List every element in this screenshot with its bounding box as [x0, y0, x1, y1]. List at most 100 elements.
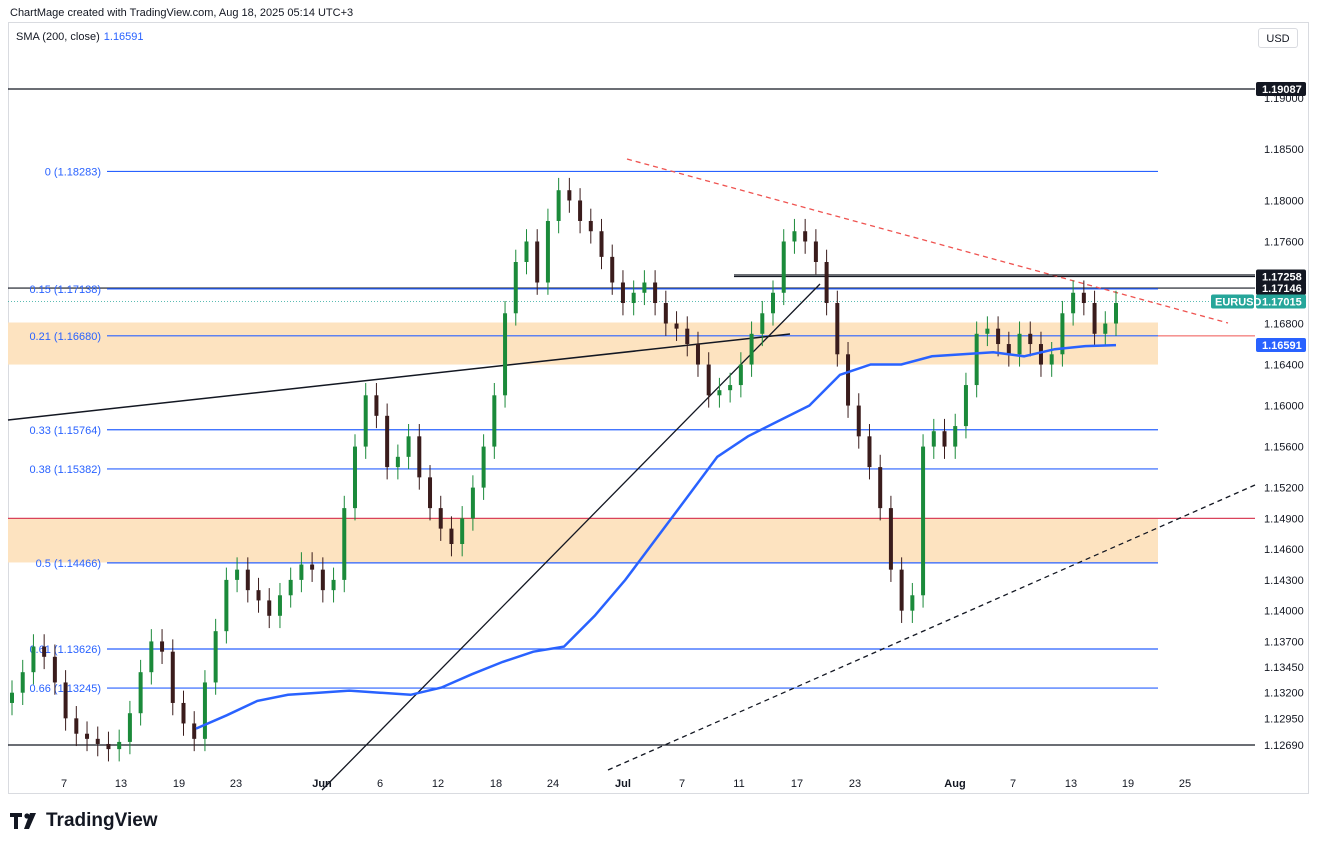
candle-body-33	[363, 395, 368, 447]
candle-body-26	[288, 579, 293, 596]
candle-body-28	[310, 564, 315, 570]
x-tick-4: Jun	[312, 778, 332, 790]
y-tick-17: 1.12690	[1264, 740, 1304, 752]
candle-body-31	[342, 508, 347, 580]
y-tick-6: 1.16000	[1264, 401, 1304, 413]
indicator-legend[interactable]: SMA (200, close) 1.16591	[16, 31, 144, 43]
x-tick-12: 17	[791, 778, 803, 790]
x-tick-8: 24	[547, 778, 559, 790]
candle-body-8	[95, 738, 100, 744]
candle-body-7	[85, 733, 90, 739]
candle-body-91	[985, 328, 990, 334]
fibonacci-levels: 0 (1.18283) 0.15 (1.17138) 0.21 (1.16680) 0…	[8, 166, 1255, 695]
fib-label-0: 0 (1.18283)	[45, 166, 101, 178]
candle-body-3	[42, 646, 47, 657]
chart-frame	[8, 22, 1309, 794]
x-tick-11: 11	[733, 778, 744, 790]
candle-body-90	[974, 333, 979, 386]
candle-body-95	[1028, 333, 1033, 345]
zone-0	[8, 322, 1158, 365]
currency-button[interactable]: USD	[1258, 28, 1298, 48]
candle-body-65	[706, 364, 711, 396]
candle-body-96	[1038, 344, 1043, 365]
candle-body-69	[749, 333, 754, 365]
x-tick-3: 23	[230, 778, 242, 790]
candle-body-79	[856, 405, 861, 437]
x-tick-18: 25	[1179, 778, 1191, 790]
candle-body-11	[127, 713, 132, 742]
candle-body-30	[331, 579, 336, 591]
candle-body-74	[803, 231, 808, 242]
y-tick-2: 1.18000	[1264, 195, 1304, 207]
fib-label-4: 0.38 (1.15382)	[29, 464, 101, 476]
price-tag-2: 1.17146	[1262, 283, 1302, 295]
y-tick-4: 1.16800	[1264, 319, 1304, 331]
trend-lines	[7, 158, 1256, 791]
y-tick-14: 1.13450	[1264, 662, 1304, 674]
tradingview-logo[interactable]: TradingView	[10, 810, 158, 832]
candle-body-57	[620, 282, 625, 304]
candle-body-48	[524, 241, 529, 262]
candle-body-43	[470, 487, 475, 519]
x-tick-10: 7	[679, 778, 685, 790]
candle-body-15	[170, 651, 175, 703]
candle-body-36	[395, 456, 400, 468]
fib-label-2: 0.21 (1.16680)	[29, 331, 101, 343]
candle-body-71	[771, 292, 776, 314]
candle-body-55	[599, 231, 604, 257]
long-trend-line	[7, 333, 791, 421]
candle-body-61	[663, 303, 668, 324]
price-tag-bg-4	[1256, 337, 1306, 352]
rising-support-line	[321, 283, 821, 791]
candle-body-37	[406, 436, 411, 457]
price-axis: 1.190001.185001.180001.176001.168001.164…	[1264, 93, 1304, 752]
candle-body-44	[481, 446, 486, 488]
y-tick-3: 1.17600	[1264, 236, 1304, 248]
x-tick-6: 12	[432, 778, 444, 790]
candle-body-70	[760, 313, 765, 334]
candle-body-39	[428, 477, 433, 509]
candle-body-50	[545, 220, 550, 283]
fib-label-3: 0.33 (1.15764)	[29, 425, 101, 437]
y-tick-7: 1.15600	[1264, 442, 1304, 454]
candle-body-63	[685, 328, 690, 345]
tradingview-logo-icon	[10, 813, 36, 829]
candle-body-19	[213, 631, 218, 683]
symbol-tag: EURUSD	[1215, 296, 1262, 308]
candle-body-87	[942, 431, 947, 447]
candle-body-102	[1103, 323, 1108, 334]
symbol-tag-bg	[1211, 294, 1254, 309]
y-tick-5: 1.16400	[1264, 360, 1304, 372]
candle-body-59	[642, 282, 647, 293]
indicator-value: 1.16591	[103, 31, 144, 43]
candle-body-1	[20, 672, 25, 693]
candle-body-32	[352, 446, 357, 509]
candle-body-17	[192, 723, 197, 739]
candle-body-12	[138, 672, 143, 714]
candle-body-9	[106, 743, 111, 750]
candle-body-47	[513, 261, 518, 314]
y-tick-1: 1.18500	[1264, 144, 1304, 156]
candle-body-42	[460, 518, 465, 545]
fib-label-1: 0.15 (1.17138)	[29, 284, 101, 296]
candle-body-97	[1049, 354, 1054, 365]
price-tag-3: 1.17015	[1262, 296, 1302, 308]
supply-demand-zones	[8, 322, 1158, 563]
candle-body-51	[556, 190, 561, 221]
candle-body-38	[417, 436, 422, 478]
y-tick-9: 1.14900	[1264, 513, 1304, 525]
candle-body-98	[1060, 313, 1065, 355]
x-tick-2: 19	[173, 778, 185, 790]
dashed-resistance-line	[626, 158, 1229, 324]
candle-body-62	[674, 323, 679, 329]
candle-body-73	[792, 231, 797, 242]
candle-body-99	[1071, 292, 1076, 314]
candle-body-68	[738, 364, 743, 386]
candle-body-66	[717, 390, 722, 396]
candle-body-77	[835, 303, 840, 355]
y-tick-11: 1.14300	[1264, 575, 1304, 587]
candle-body-72	[781, 241, 786, 293]
time-axis: 7 13 19 23 Jun 6 12 18 24 Jul 7 11 17 23 Aug 7 13 19 25	[61, 778, 1191, 790]
candle-body-25	[277, 595, 282, 616]
